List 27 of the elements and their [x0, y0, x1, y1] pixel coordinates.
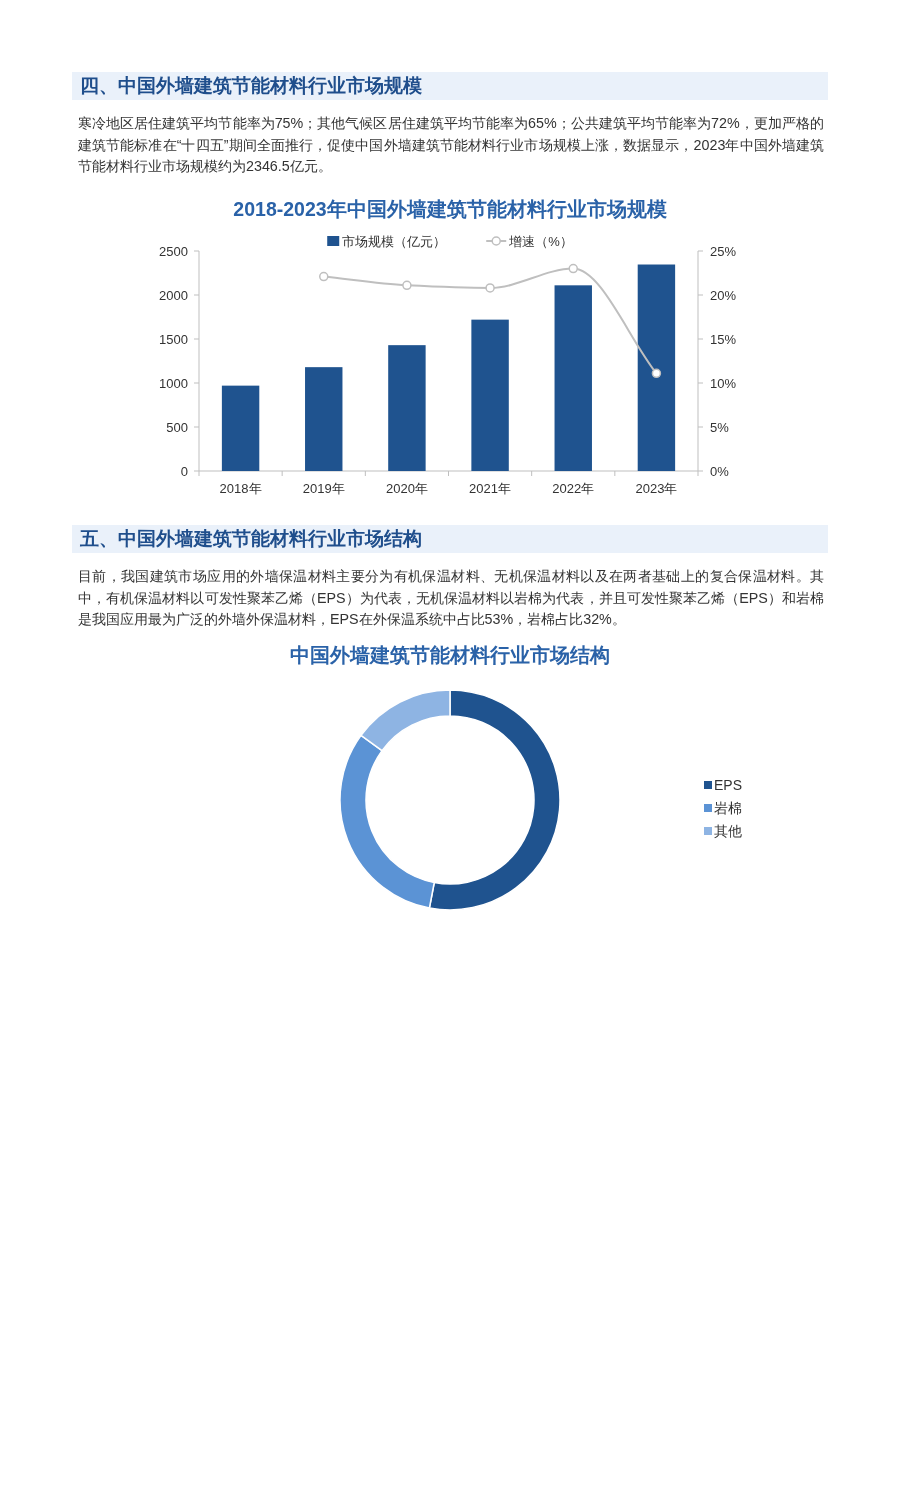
- y2-tick-label: 25%: [710, 244, 737, 259]
- y2-tick-label: 10%: [710, 376, 737, 391]
- x-tick-label: 2021年: [469, 481, 512, 496]
- legend-label: 市场规模（亿元）: [342, 234, 447, 249]
- legend-label: EPS: [714, 777, 743, 793]
- legend-label: 其他: [714, 823, 742, 839]
- legend-label: 增速（%）: [508, 234, 573, 249]
- legend-label: 岩棉: [714, 800, 742, 816]
- y2-tick-label: 0%: [710, 464, 730, 479]
- y-tick-label: 1000: [159, 376, 188, 391]
- note: 目前，我国建筑市场应用的外墙保温材料主要分为有机保温材料、无机保温材料以及在两者基础上的复合保温材料。其中，有机保温材料以可发性聚苯乙烯（EPS）为代表，无机保温材料以岩棉为代表，并且可发性聚苯乙烯（EPS）和岩棉是我国应用最为广泛的外墙外保温材料，EPS在外保温系统中占比53%，岩棉占比32%。: [78, 567, 824, 629]
- note: 寒冷地区居住建筑平均节能率为75%；其他气候区居住建筑平均节能率为65%；公共建筑平均节能率为72%，更加严格的建筑节能标准在“十四五”期间全面推行，促使中国外墙建筑节能材料行业市场规模上涨，数据显示，2023年中国外墙建筑节能材料行业市场规模约为2346.5亿元。: [78, 114, 824, 176]
- x-tick-label: 2019年: [302, 481, 345, 496]
- x-tick-label: 2022年: [552, 481, 595, 496]
- legend: EPS 岩棉 其他: [704, 777, 742, 839]
- x-tick-label: 2023年: [635, 481, 678, 496]
- legend: 市场规模（亿元） 增速（%）: [327, 234, 573, 249]
- y-tick-label: 1500: [159, 332, 188, 347]
- y2-tick-label: 20%: [710, 288, 737, 303]
- x-tick-label: 2018年: [219, 481, 262, 496]
- y2-tick-label: 15%: [710, 332, 737, 347]
- y-tick-label: 0: [180, 464, 188, 479]
- y-tick-label: 2500: [159, 244, 188, 259]
- y2-tick-label: 5%: [710, 420, 730, 435]
- y-tick-label: 500: [166, 420, 188, 435]
- y-tick-label: 2000: [159, 288, 188, 303]
- x-tick-label: 2020年: [385, 481, 428, 496]
